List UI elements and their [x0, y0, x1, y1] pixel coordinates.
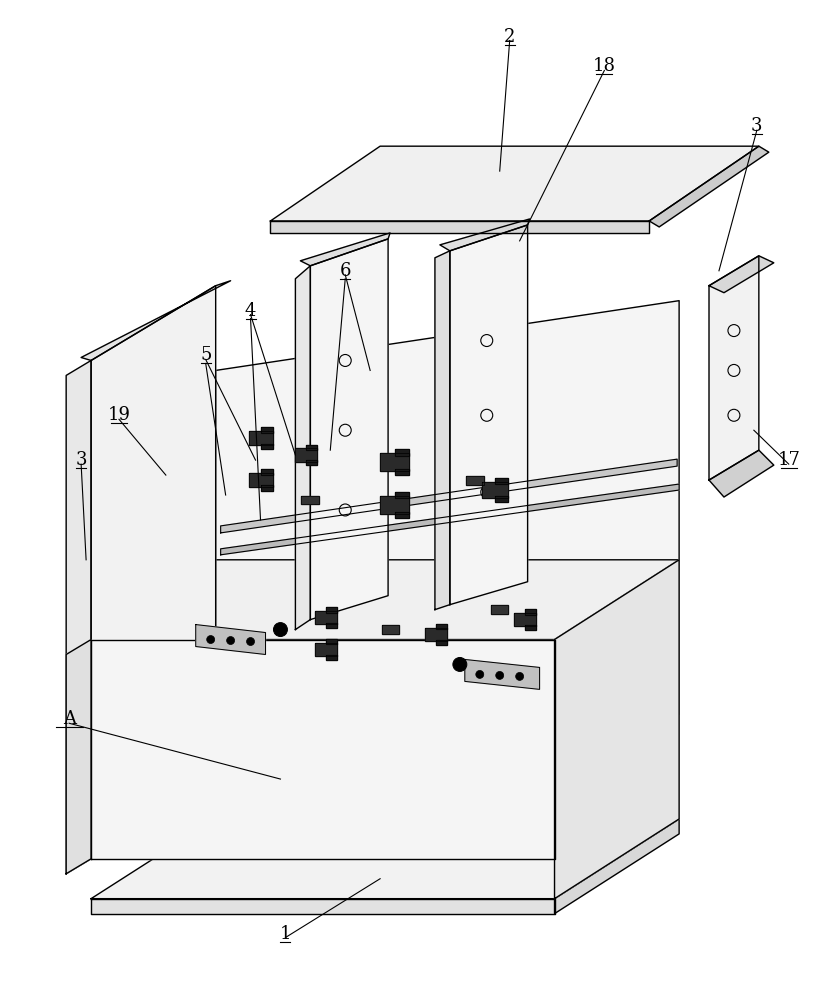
Polygon shape [66, 360, 91, 874]
Text: A: A [62, 710, 76, 728]
Polygon shape [326, 607, 337, 613]
Polygon shape [66, 640, 91, 874]
Polygon shape [91, 819, 679, 899]
Polygon shape [326, 655, 337, 660]
Polygon shape [310, 239, 388, 620]
Polygon shape [271, 221, 649, 233]
Polygon shape [440, 219, 530, 251]
Text: 2: 2 [504, 28, 515, 46]
Polygon shape [525, 625, 536, 630]
Circle shape [207, 636, 215, 644]
Text: 4: 4 [245, 302, 256, 320]
Polygon shape [554, 819, 679, 914]
Polygon shape [295, 266, 310, 630]
Polygon shape [300, 233, 390, 266]
Circle shape [496, 671, 504, 679]
Polygon shape [382, 625, 398, 634]
Circle shape [276, 626, 285, 634]
Polygon shape [249, 473, 273, 487]
Polygon shape [465, 659, 540, 689]
Circle shape [456, 660, 464, 668]
Polygon shape [196, 625, 266, 654]
Polygon shape [301, 496, 320, 504]
Polygon shape [425, 628, 447, 641]
Polygon shape [436, 624, 447, 629]
Polygon shape [261, 444, 273, 449]
Polygon shape [91, 560, 679, 640]
Polygon shape [81, 281, 231, 360]
Circle shape [227, 637, 235, 645]
Polygon shape [91, 899, 554, 914]
Polygon shape [709, 256, 759, 480]
Polygon shape [315, 611, 337, 624]
Polygon shape [380, 453, 409, 471]
Text: 3: 3 [751, 117, 763, 135]
Polygon shape [394, 469, 409, 475]
Polygon shape [481, 482, 508, 498]
Polygon shape [91, 286, 216, 859]
Polygon shape [261, 427, 273, 433]
Polygon shape [295, 448, 317, 462]
Polygon shape [491, 605, 508, 614]
Polygon shape [261, 485, 273, 491]
Polygon shape [394, 512, 409, 518]
Polygon shape [380, 496, 409, 514]
Text: 18: 18 [593, 57, 616, 75]
Polygon shape [221, 484, 679, 555]
Polygon shape [326, 623, 337, 628]
Polygon shape [466, 476, 484, 485]
Polygon shape [326, 639, 337, 644]
Polygon shape [436, 640, 447, 645]
Polygon shape [554, 560, 679, 899]
Text: 1: 1 [280, 925, 291, 943]
Polygon shape [515, 613, 536, 626]
Circle shape [476, 670, 484, 678]
Polygon shape [649, 146, 769, 227]
Polygon shape [221, 459, 677, 533]
Polygon shape [709, 256, 774, 293]
Circle shape [515, 672, 524, 680]
Text: 6: 6 [339, 262, 351, 280]
Polygon shape [495, 496, 508, 502]
Polygon shape [394, 492, 409, 498]
Polygon shape [306, 460, 317, 465]
Polygon shape [495, 478, 508, 484]
Polygon shape [709, 450, 774, 497]
Polygon shape [249, 431, 273, 445]
Polygon shape [525, 609, 536, 615]
Polygon shape [450, 225, 528, 605]
Polygon shape [306, 445, 317, 450]
Polygon shape [261, 469, 273, 475]
Text: 19: 19 [108, 406, 130, 424]
Polygon shape [315, 643, 337, 656]
Circle shape [453, 657, 466, 671]
Text: 5: 5 [200, 346, 212, 364]
Polygon shape [435, 251, 450, 610]
Polygon shape [394, 449, 409, 456]
Circle shape [273, 623, 287, 637]
Text: 17: 17 [778, 451, 800, 469]
Text: 3: 3 [76, 451, 87, 469]
Polygon shape [271, 146, 759, 221]
Circle shape [247, 638, 255, 646]
Polygon shape [91, 640, 554, 859]
Polygon shape [216, 301, 679, 784]
